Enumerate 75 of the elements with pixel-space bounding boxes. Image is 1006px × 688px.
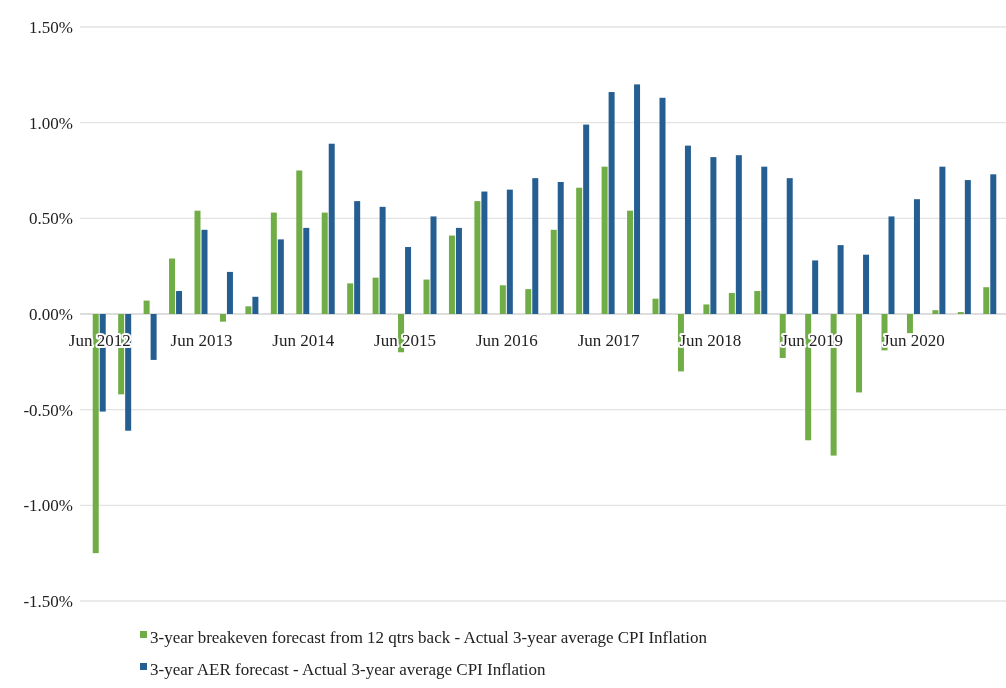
bar [786, 178, 793, 314]
bar [372, 277, 379, 314]
bar [583, 124, 590, 314]
bar [176, 291, 183, 314]
bar [321, 212, 328, 314]
bar [557, 181, 564, 314]
bar [347, 283, 354, 314]
bar [684, 145, 691, 314]
bar [856, 314, 863, 393]
bar [932, 310, 939, 314]
bar [423, 279, 430, 314]
bar [481, 191, 488, 314]
bar [226, 271, 233, 314]
bar [92, 314, 99, 554]
x-tick-label: Jun 2014 [272, 331, 335, 350]
bar [270, 212, 277, 314]
bar [550, 229, 557, 314]
bar [710, 157, 717, 314]
bar [627, 210, 634, 314]
x-tick-label: Jun 2016 [475, 331, 538, 350]
bar [354, 201, 361, 314]
bar [761, 166, 768, 314]
bar [608, 92, 615, 314]
bar [728, 292, 735, 314]
bar [277, 239, 284, 314]
y-tick-label: -0.50% [23, 400, 73, 420]
bar [913, 199, 920, 314]
bar [964, 180, 971, 314]
bar [837, 245, 844, 314]
bar [634, 84, 641, 314]
bar [906, 314, 913, 334]
bar [754, 291, 761, 314]
x-tick-label: Jun 2017 [577, 331, 641, 350]
bar [812, 260, 819, 314]
bar [525, 289, 532, 314]
y-tick-label: 0.50% [29, 209, 73, 229]
bar [219, 314, 226, 322]
bar [506, 189, 513, 314]
bar [405, 247, 412, 314]
y-tick-label: 1.00% [29, 113, 73, 133]
bar [499, 285, 506, 314]
bar [379, 206, 386, 314]
bar [296, 170, 303, 314]
bar [430, 216, 437, 314]
bar [150, 314, 157, 360]
y-tick-label: -1.50% [23, 591, 73, 611]
bar [474, 201, 481, 314]
bar [169, 258, 176, 314]
bar [735, 155, 742, 314]
bar [194, 210, 201, 314]
legend-label: 3-year AER forecast - Actual 3-year average CPI Inflation [150, 659, 547, 679]
bar [245, 306, 252, 314]
bar [939, 166, 946, 314]
bar [863, 254, 870, 314]
y-tick-label: 1.50% [29, 17, 73, 37]
x-tick-label: Jun 2013 [170, 331, 233, 350]
bar [601, 166, 608, 314]
bar [455, 227, 462, 314]
bar [532, 178, 539, 314]
bar [328, 143, 335, 314]
y-tick-label: -1.00% [23, 496, 73, 516]
bar [703, 304, 710, 314]
bar [888, 216, 895, 314]
bar [983, 287, 990, 314]
bar [252, 296, 259, 314]
bar [576, 187, 583, 314]
bar [303, 227, 310, 314]
y-tick-label: 0.00% [29, 304, 73, 324]
bar [143, 300, 150, 314]
bar [448, 235, 455, 314]
bar [652, 298, 659, 314]
legend-label: 3-year breakeven forecast from 12 qtrs back - Actual 3-year average CPI Inflation [150, 627, 708, 647]
bar [659, 97, 666, 314]
bar [990, 174, 997, 314]
bar [201, 229, 208, 314]
